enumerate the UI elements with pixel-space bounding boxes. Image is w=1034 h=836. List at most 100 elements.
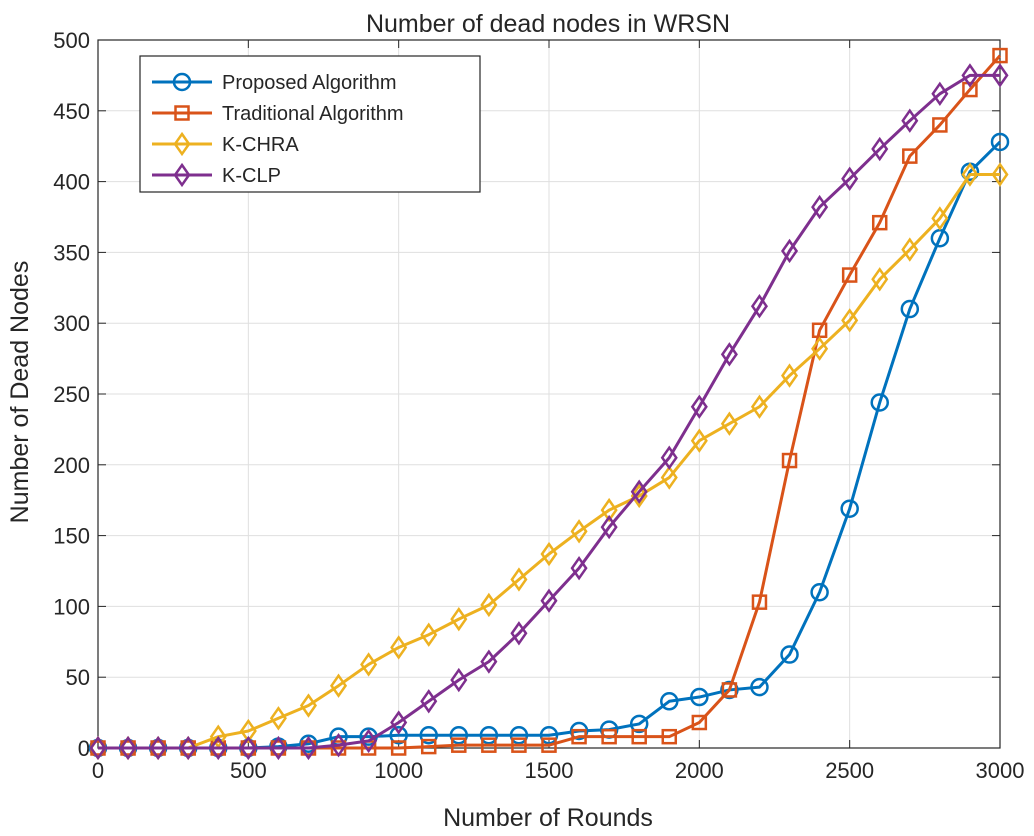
data-point-proposed-algorithm [660,692,679,711]
data-point-traditional-algorithm [751,594,768,610]
series-line-k-chra [98,173,1000,750]
data-point-proposed-algorithm [810,582,829,602]
y-tick-label: 150 [53,524,90,549]
data-point-k-clp [750,294,768,319]
data-point-k-clp [119,735,137,761]
data-point-traditional-algorithm [420,738,437,755]
data-point-k-clp [239,735,257,761]
data-point-traditional-algorithm [871,214,888,231]
data-point-traditional-algorithm [721,682,738,698]
legend-box [139,55,481,193]
legend-entry-k-chra: K-CHRA [152,131,299,157]
data-point-proposed-algorithm [720,680,739,700]
x-tick-label: 1000 [374,758,423,783]
data-point-k-clp [390,710,408,735]
data-point-k-clp [660,445,678,470]
data-point-k-chra [600,497,618,523]
data-point-k-chra [720,411,738,436]
data-point-k-clp [330,732,348,758]
data-point-k-clp [510,621,528,646]
data-point-k-clp [781,238,799,264]
data-point-proposed-algorithm [780,645,799,664]
data-point-traditional-algorithm [541,737,557,753]
data-point-k-clp [269,735,287,761]
data-point-k-chra [570,519,588,544]
legend-label-k-clp: K-CLP [222,165,281,187]
data-point-k-clp [690,394,708,419]
data-point-k-clp [540,588,558,613]
series-k-clp [89,63,1009,761]
legend-entry-proposed-algorithm: Proposed Algorithm [152,72,397,94]
data-point-traditional-algorithm [841,267,858,283]
data-point-k-clp [360,728,378,754]
legend-entry-traditional-algorithm: Traditional Algorithm [152,103,404,125]
data-point-k-clp [901,108,919,133]
data-point-traditional-algorithm [451,737,467,753]
legend-entry-k-clp: K-CLP [152,162,281,188]
data-point-k-clp [811,194,829,220]
data-point-k-clp [420,689,438,714]
data-point-traditional-algorithm [781,452,798,469]
data-point-proposed-algorithm [569,721,589,741]
data-point-k-chra [480,592,498,618]
data-point-proposed-algorithm [479,726,499,745]
data-point-k-clp [600,514,618,540]
data-point-k-clp [570,555,588,581]
data-point-traditional-algorithm [902,148,918,164]
data-point-traditional-algorithm [571,728,587,745]
y-tick-label: 350 [53,240,90,265]
data-point-k-chra [450,606,468,632]
data-point-k-clp [89,735,107,761]
x-axis-title: Number of Rounds [443,804,653,832]
data-point-k-chra [269,706,287,731]
y-tick-label: 450 [53,99,90,124]
data-point-proposed-algorithm [299,734,318,754]
data-point-k-chra [961,162,979,187]
data-point-proposed-algorithm [419,726,438,745]
data-point-k-chra [330,673,348,698]
data-point-k-chra [781,363,799,388]
series-line-k-clp [98,73,1000,750]
y-tick-label: 50 [66,665,90,690]
data-point-k-chra [510,567,528,592]
data-point-k-clp [961,63,979,88]
data-point-k-chra [901,237,919,262]
data-point-k-chra [239,718,257,744]
data-point-traditional-algorithm [390,740,407,756]
data-point-k-clp [209,735,227,761]
data-point-proposed-algorithm [900,299,920,319]
data-point-traditional-algorithm [932,117,948,133]
data-point-k-chra [420,622,438,647]
data-point-traditional-algorithm [962,81,978,98]
data-point-k-clp [149,735,167,761]
data-point-traditional-algorithm [661,728,678,745]
data-point-k-chra [630,483,648,509]
legend-marker-proposed-algorithm [172,72,192,92]
data-point-k-clp [179,735,197,761]
y-tick-label: 300 [53,311,90,336]
data-point-proposed-algorithm [539,726,559,745]
y-tick-label: 200 [53,453,90,478]
legend-marker-k-chra [173,131,191,157]
x-tick-label: 3000 [976,758,1025,783]
y-axis-title: Number of Dead Nodes [6,261,34,524]
y-tick-label: 250 [53,382,90,407]
data-point-proposed-algorithm [750,677,769,697]
x-tick-label: 2000 [675,758,724,783]
legend: Proposed Algorithm Traditional Algorithm K… [139,55,481,193]
y-tick-label: 400 [53,170,90,195]
data-point-k-chra [931,206,949,231]
legend-marker-traditional-algorithm [174,105,190,121]
data-point-proposed-algorithm [509,726,529,745]
data-point-k-clp [931,81,949,106]
x-tick-label: 2500 [825,758,874,783]
data-point-k-clp [630,479,648,504]
data-point-k-clp [450,667,468,693]
data-point-k-clp [720,342,738,367]
data-point-k-chra [299,693,317,718]
legend-label-traditional-algorithm: Traditional Algorithm [222,103,404,125]
axes: 0 500 1000 1500 2000 2500 3000 0 50 100 150 200 250 3… [53,28,1024,783]
data-point-k-chra [750,394,768,419]
data-point-proposed-algorithm [870,393,889,412]
